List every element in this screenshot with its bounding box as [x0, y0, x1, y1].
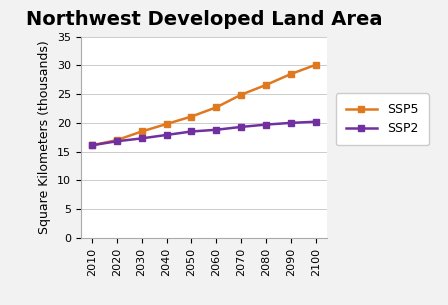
SSP2: [114, 139, 120, 143]
SSP5: [189, 115, 194, 118]
SSP5: [114, 138, 120, 142]
Line: SSP5: SSP5: [88, 61, 319, 149]
SSP5: [238, 93, 244, 96]
SSP2: [139, 137, 144, 140]
SSP5: [263, 83, 269, 87]
SSP2: [288, 121, 293, 125]
SSP2: [263, 123, 269, 127]
SSP5: [288, 72, 293, 76]
Legend: SSP5, SSP2: SSP5, SSP2: [336, 93, 428, 145]
SSP2: [238, 125, 244, 129]
SSP2: [189, 130, 194, 133]
SSP2: [164, 133, 169, 137]
SSP5: [164, 122, 169, 126]
SSP5: [89, 143, 95, 147]
SSP5: [313, 63, 319, 66]
Line: SSP2: SSP2: [88, 118, 319, 149]
SSP2: [313, 120, 319, 124]
SSP2: [89, 143, 95, 147]
Y-axis label: Square Kilometers (thousands): Square Kilometers (thousands): [38, 40, 51, 234]
SSP5: [139, 130, 144, 133]
SSP5: [214, 106, 219, 109]
SSP2: [214, 128, 219, 131]
Title: Northwest Developed Land Area: Northwest Developed Land Area: [26, 10, 382, 30]
